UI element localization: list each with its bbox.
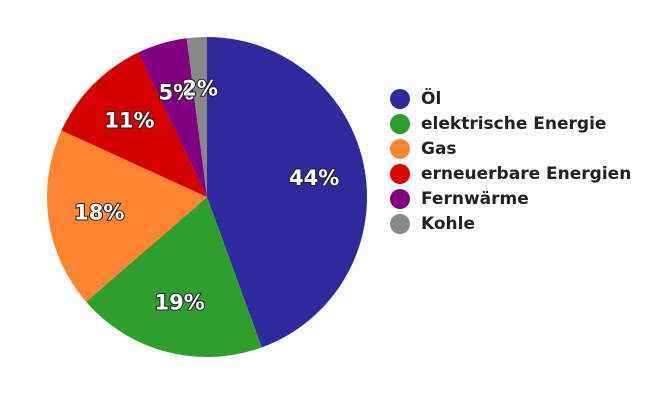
slice-percent-label: 5% (159, 81, 195, 105)
slice-percent-label: 18% (74, 200, 124, 224)
pie-slice (86, 197, 262, 357)
legend-marker (390, 114, 410, 134)
pie-slice-labels: 44% 19% 18% 11%5%2% (73, 75, 340, 315)
legend: Öl elektrische Energie Gas erneuerbare Ener… (390, 87, 631, 234)
slice-percent-label: 11% (104, 109, 154, 133)
pie-slice (186, 37, 207, 197)
legend-marker (390, 214, 410, 234)
legend-label: Öl (421, 87, 441, 109)
legend-item: elektrische Energie (390, 114, 606, 134)
legend-item: erneuerbare Energien (390, 164, 631, 184)
legend-item: Gas (390, 139, 457, 159)
slice-percent-label: 19% (155, 290, 205, 314)
legend-item: Öl (390, 87, 441, 109)
pie-slice (207, 37, 367, 348)
pie-slice (61, 52, 208, 197)
legend-label: Fernwärme (421, 189, 529, 209)
slice-percent-label: 44% (289, 166, 339, 190)
pie-slice (46, 130, 208, 302)
legend-label: Gas (421, 139, 457, 159)
legend-marker (390, 139, 410, 159)
legend-marker (390, 189, 410, 209)
legend-label: elektrische Energie (421, 114, 606, 134)
pie-slice (138, 38, 207, 197)
legend-item: Fernwärme (390, 189, 529, 209)
legend-marker (390, 164, 410, 184)
legend-label: Kohle (421, 214, 475, 234)
legend-marker (390, 89, 410, 109)
pie-slices (46, 37, 367, 357)
legend-item: Kohle (390, 214, 475, 234)
slice-percent-label: 2% (182, 76, 218, 100)
legend-label: erneuerbare Energien (421, 164, 631, 184)
